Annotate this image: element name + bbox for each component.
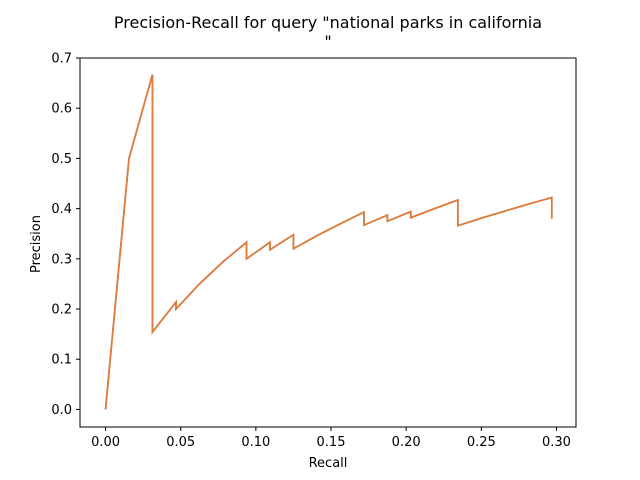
plot-area: 0.00 0.05 0.10 0.15 0.20 0.25 0.30 0.0 0.1 0.2 0.3… bbox=[51, 52, 577, 450]
x-tick-label: 0.25 bbox=[467, 435, 496, 450]
y-tick-label: 0.1 bbox=[51, 353, 72, 368]
y-tick-label: 0.3 bbox=[51, 252, 72, 267]
x-tick-label: 0.20 bbox=[392, 435, 421, 450]
series-line-0 bbox=[104, 74, 553, 410]
x-tick-label: 0.15 bbox=[317, 435, 346, 450]
x-tick-label: 0.00 bbox=[91, 435, 120, 450]
x-tick-label: 0.30 bbox=[542, 435, 571, 450]
x-axis-label: Recall bbox=[309, 456, 348, 471]
y-tick-label: 0.2 bbox=[51, 303, 72, 318]
y-tick-label: 0.5 bbox=[51, 152, 72, 167]
y-axis-label: Precision bbox=[29, 215, 44, 273]
y-tick-label: 0.6 bbox=[51, 102, 72, 117]
chart-title-line-2: " bbox=[324, 32, 331, 51]
y-tick-label: 0.4 bbox=[51, 202, 72, 217]
axes-frame bbox=[79, 57, 577, 428]
x-tick-label: 0.05 bbox=[166, 435, 195, 450]
x-tick-label: 0.10 bbox=[241, 435, 270, 450]
y-tick-label: 0.0 bbox=[51, 403, 72, 418]
y-tick-label: 0.7 bbox=[51, 52, 72, 67]
chart-title-line-1: Precision-Recall for query "national par… bbox=[114, 13, 542, 32]
